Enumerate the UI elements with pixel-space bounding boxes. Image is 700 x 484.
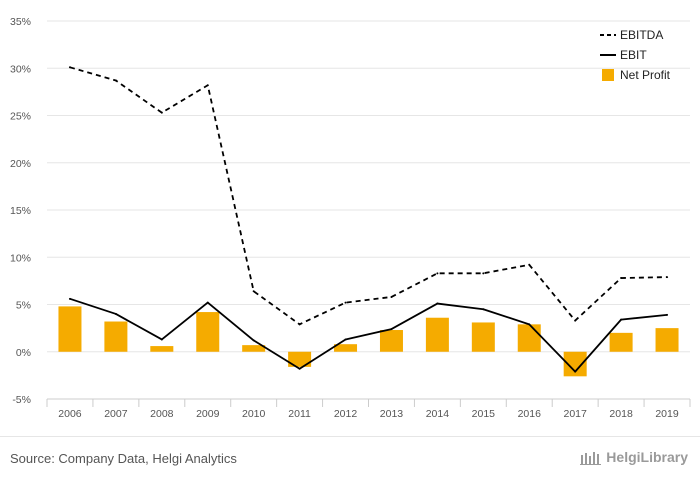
x-tick-label: 2008 [150, 408, 174, 420]
point-ebit [482, 308, 485, 311]
x-tick-label: 2010 [242, 408, 266, 420]
point-ebit [206, 301, 209, 304]
y-tick-label: 0% [16, 347, 31, 359]
x-tick-label: 2007 [104, 408, 128, 420]
brand-name: HelgiLibrary [606, 449, 688, 465]
point-ebitda [390, 295, 393, 298]
points-ebitda [68, 66, 669, 326]
legend-label-net-profit: Net Profit [620, 68, 671, 82]
point-ebit [620, 318, 623, 321]
bar-net-profit [609, 332, 633, 352]
legend: EBITDA EBIT Net Profit [600, 28, 671, 82]
point-ebit [528, 323, 531, 326]
x-tick-label: 2013 [380, 408, 404, 420]
y-tick-label: 20% [10, 158, 31, 170]
x-tick-label: 2016 [518, 408, 542, 420]
point-ebitda [482, 272, 485, 275]
y-tick-label: 15% [10, 205, 31, 217]
bar-net-profit [425, 317, 449, 352]
bar-net-profit [334, 344, 358, 352]
bar-net-profit [288, 351, 312, 367]
x-tick-label: 2014 [426, 408, 450, 420]
point-ebitda [574, 319, 577, 322]
bar-net-profit [58, 306, 82, 352]
legend-label-ebitda: EBITDA [620, 28, 663, 42]
point-ebit [574, 370, 577, 373]
point-ebit [252, 339, 255, 342]
y-tick-label: -5% [12, 394, 31, 406]
line-ebit [69, 297, 668, 373]
net-profit-bars [58, 306, 679, 377]
point-ebit [436, 302, 439, 305]
y-tick-label: 25% [10, 111, 31, 123]
line-ebitda [69, 66, 668, 326]
x-tick-label: 2006 [58, 408, 82, 420]
point-ebit [390, 328, 393, 331]
x-axis: 2006 2007 2008 2009 2010 2011 2012 2013 2014 2015… [46, 398, 691, 420]
point-ebitda [436, 272, 439, 275]
point-ebit [666, 313, 669, 316]
library-icon [580, 452, 602, 465]
bar-net-profit [242, 345, 266, 352]
point-ebit [114, 312, 117, 315]
bar-net-profit [471, 322, 495, 352]
point-ebit [298, 367, 301, 370]
point-ebit [68, 297, 71, 300]
legend-swatch-net-profit [602, 69, 614, 81]
point-ebitda [620, 277, 623, 280]
y-tick-label: 5% [16, 300, 31, 312]
bar-net-profit [655, 328, 679, 352]
x-tick-label: 2017 [563, 408, 587, 420]
point-ebitda [160, 111, 163, 114]
points-ebit [68, 297, 669, 373]
bar-net-profit [517, 324, 541, 352]
y-tick-label: 35% [10, 16, 31, 28]
x-tick-label: 2015 [472, 408, 496, 420]
point-ebitda [114, 79, 117, 82]
bar-net-profit [379, 330, 403, 352]
point-ebitda [298, 323, 301, 326]
y-axis-labels: -5% 0% 5% 10% 15% 20% 25% 30% 35% [10, 16, 31, 406]
footer: Source: Company Data, Helgi Analytics He… [0, 436, 700, 484]
x-tick-label: 2012 [334, 408, 358, 420]
point-ebitda [206, 84, 209, 87]
bar-net-profit [196, 312, 220, 352]
x-tick-label: 2011 [288, 408, 311, 420]
point-ebit [160, 338, 163, 341]
chart-svg: -5%0%5%10%15%20%25%30%35%2006 2007 2008 200… [10, 16, 691, 420]
x-tick-label: 2018 [609, 408, 633, 420]
bar-net-profit [563, 351, 587, 377]
source-note: Source: Company Data, Helgi Analytics [10, 451, 237, 466]
point-ebitda [252, 290, 255, 293]
point-ebit [344, 338, 347, 341]
gridlines [47, 20, 690, 400]
y-tick-label: 10% [10, 252, 31, 264]
bar-net-profit [150, 346, 174, 352]
point-ebitda [344, 301, 347, 304]
point-ebitda [68, 66, 71, 69]
x-tick-label: 2019 [655, 408, 679, 420]
bar-net-profit [104, 321, 128, 352]
x-tick-label: 2009 [196, 408, 220, 420]
point-ebitda [528, 263, 531, 266]
y-tick-label: 30% [10, 63, 31, 75]
point-ebitda [666, 276, 669, 279]
legend-label-ebit: EBIT [620, 48, 647, 62]
brand-logo: HelgiLibrary [580, 449, 688, 465]
